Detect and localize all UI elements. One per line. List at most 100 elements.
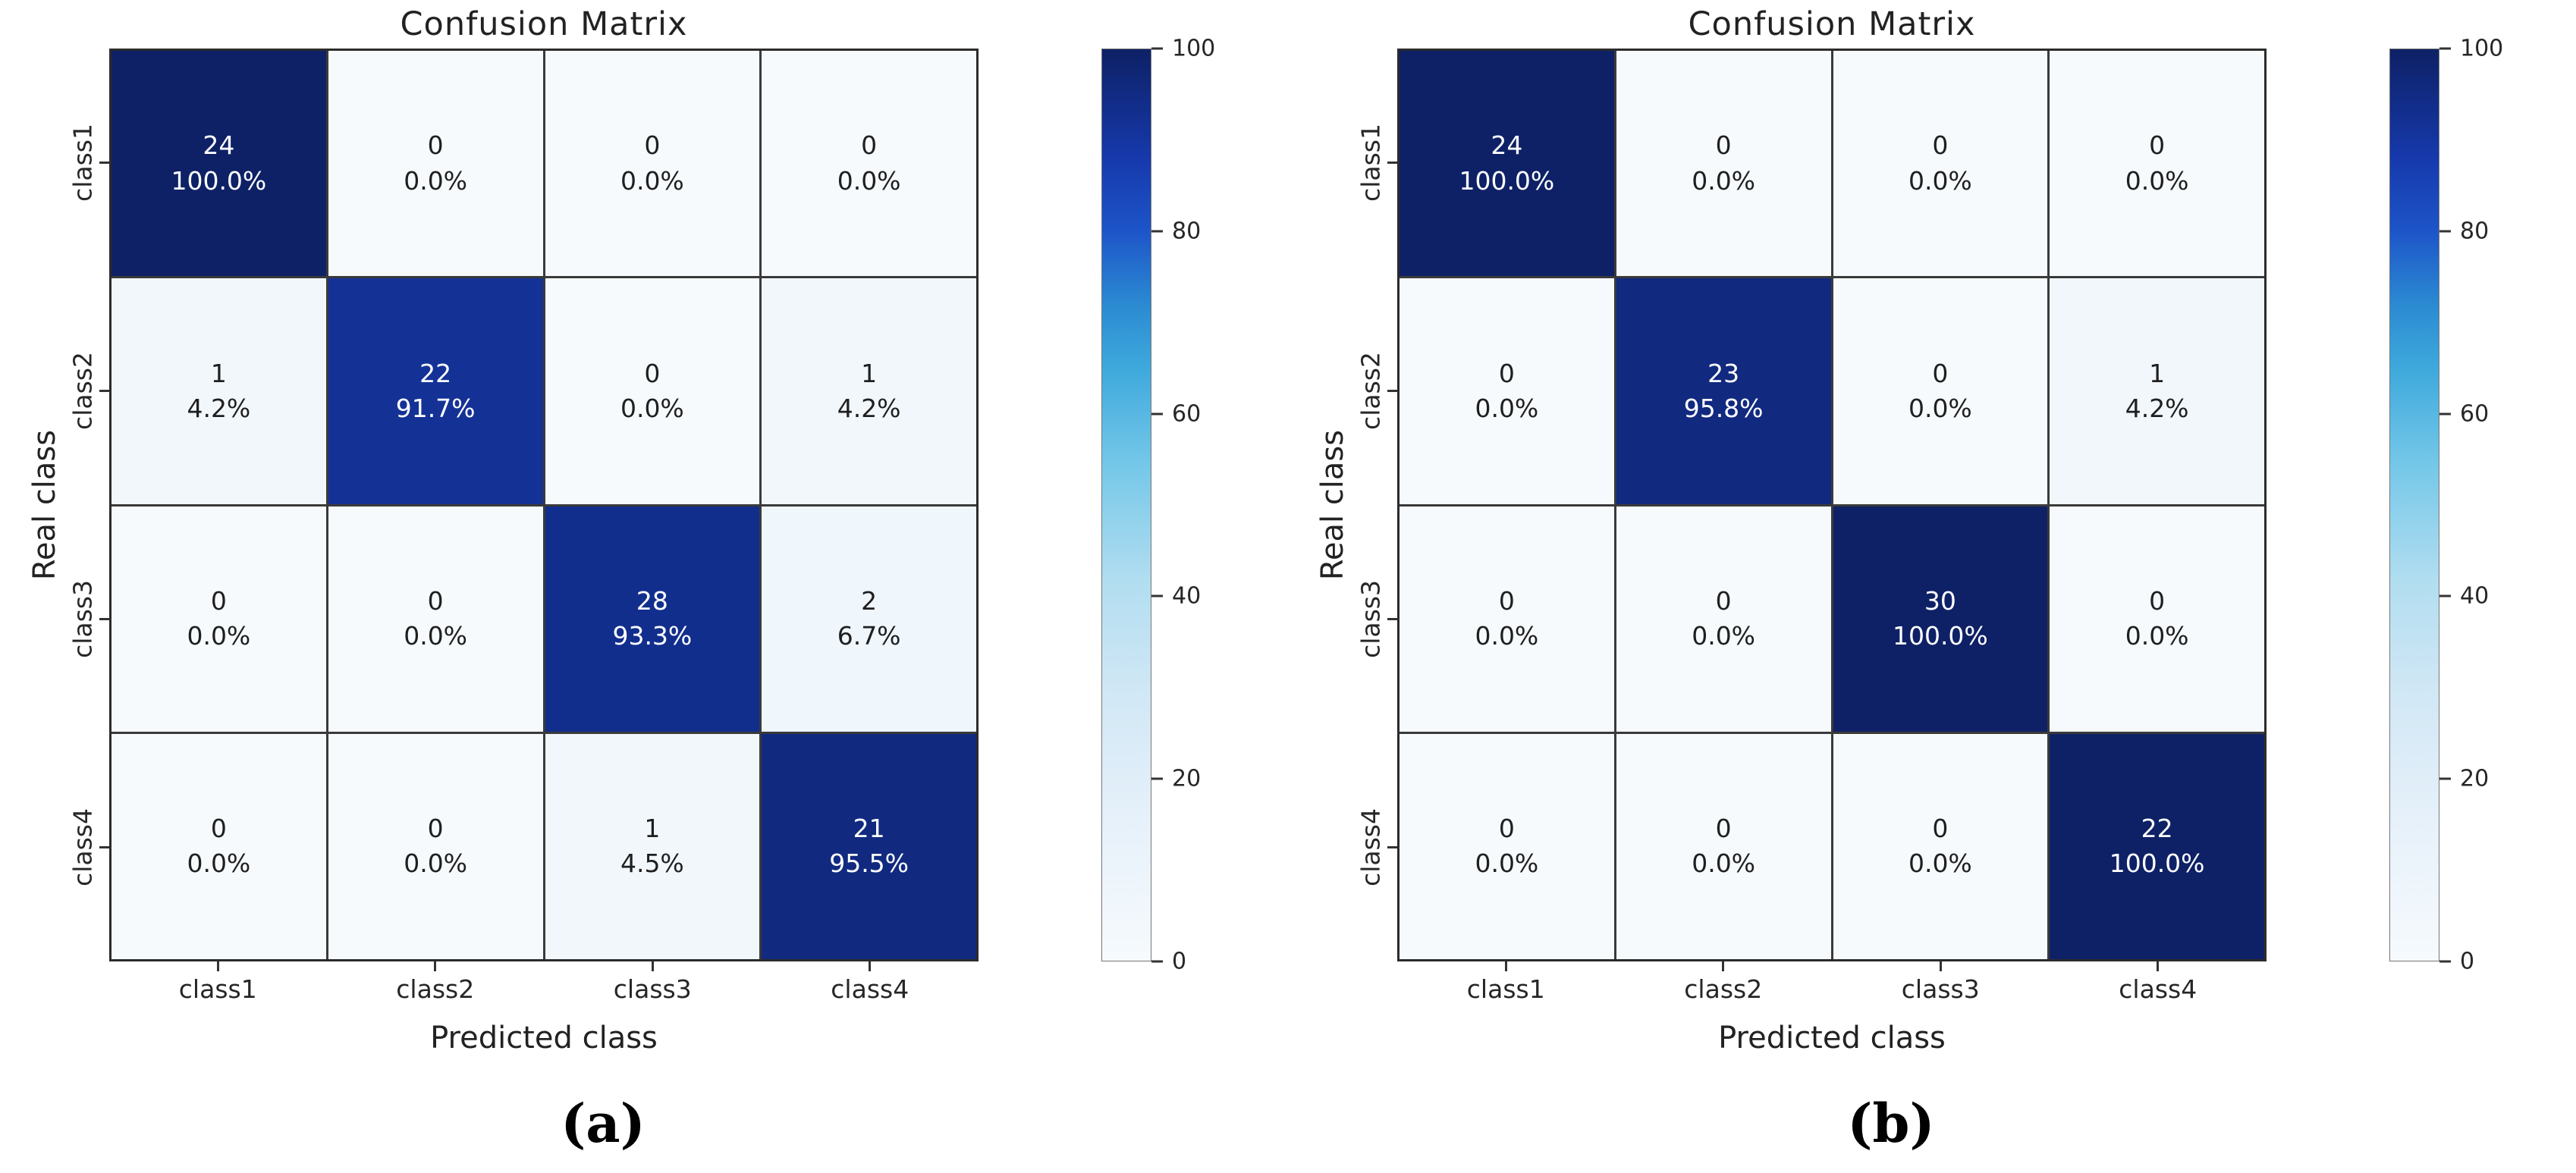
matrix-cell-r2c3: 0 0.0% xyxy=(1833,278,2048,504)
matrix-cell-r3c2: 0 0.0% xyxy=(1616,506,1831,732)
colorbar-tick: 20 xyxy=(1151,766,1201,792)
x-tick-mark xyxy=(869,961,872,971)
y-tick: class3 xyxy=(64,505,109,733)
matrix-cell-r4c2: 0 0.0% xyxy=(1616,733,1831,959)
cell-count: 0 xyxy=(861,130,878,161)
panel-b: Confusion Matrix Real class class1 class2… xyxy=(1288,0,2576,1173)
matrix-cell-r2c2: 23 95.8% xyxy=(1616,278,1831,504)
colorbar-tick-labels: 0 20 40 60 80 100 xyxy=(2439,36,2530,975)
x-tick-label: class1 xyxy=(178,974,257,1004)
x-tick: class1 xyxy=(1397,961,1615,1021)
matrix-cell-r4c4: 21 95.5% xyxy=(762,733,976,959)
colorbar-tick-mark xyxy=(2439,47,2451,50)
colorbar-tick: 0 xyxy=(1151,949,1186,975)
colorbar-tick-label: 60 xyxy=(1172,400,1202,428)
y-tick-mark xyxy=(99,390,109,392)
x-tick: class2 xyxy=(1615,961,1833,1021)
colorbar-tick-label: 0 xyxy=(1172,948,1187,975)
matrix-cell-r2c4: 1 4.2% xyxy=(762,278,976,504)
cell-percent: 95.8% xyxy=(1683,393,1764,423)
cell-count: 1 xyxy=(861,358,878,388)
cell-percent: 0.0% xyxy=(2125,621,2189,651)
y-tick: class2 xyxy=(1352,277,1397,505)
matrix-cell-r3c2: 0 0.0% xyxy=(328,506,543,732)
cell-count: 24 xyxy=(1491,130,1523,161)
matrix-cell-r2c1: 1 4.2% xyxy=(112,278,326,504)
colorbar-tick-label: 40 xyxy=(1172,582,1202,610)
y-tick-labels: class1 class2 class3 class4 xyxy=(64,49,109,961)
cell-count: 0 xyxy=(1932,130,1949,161)
panel-a: Confusion Matrix Real class class1 class2… xyxy=(27,5,1242,1155)
cell-count: 0 xyxy=(210,585,227,616)
cell-percent: 0.0% xyxy=(1908,165,1972,196)
colorbar-tick: 0 xyxy=(2439,949,2474,975)
colorbar-tick: 60 xyxy=(2439,400,2489,427)
cell-count: 0 xyxy=(1498,358,1515,388)
cell-count: 0 xyxy=(644,130,661,161)
matrix-cell-r3c1: 0 0.0% xyxy=(1400,506,1614,732)
y-tick-label: class2 xyxy=(1356,352,1386,430)
colorbar-tick-labels: 0 20 40 60 80 100 xyxy=(1151,36,1242,975)
cell-percent: 4.2% xyxy=(187,393,251,423)
cell-percent: 0.0% xyxy=(1692,165,1756,196)
y-axis-label: Real class xyxy=(27,429,62,581)
cell-percent: 0.0% xyxy=(1692,621,1756,651)
colorbar-tick-label: 20 xyxy=(2460,765,2490,792)
x-tick-mark xyxy=(434,961,437,971)
cell-percent: 0.0% xyxy=(1475,393,1539,423)
colorbar-tick-mark xyxy=(2439,230,2451,233)
x-tick-label: class4 xyxy=(831,974,909,1004)
x-tick-mark xyxy=(1939,961,1942,971)
x-tick-label: class3 xyxy=(1901,974,1980,1004)
cell-count: 0 xyxy=(1932,358,1949,388)
colorbar-tick: 80 xyxy=(1151,218,1201,244)
colorbar-tick-mark xyxy=(1151,777,1163,780)
colorbar-tick-mark xyxy=(1151,594,1163,597)
cell-count: 0 xyxy=(1932,814,1949,844)
cell-percent: 0.0% xyxy=(620,393,684,423)
x-tick-label: class3 xyxy=(613,974,692,1004)
colorbar-tick-mark xyxy=(2439,412,2451,416)
matrix-cell-r2c4: 1 4.2% xyxy=(2050,278,2264,504)
cell-percent: 100.0% xyxy=(171,165,267,196)
cell-count: 0 xyxy=(427,585,444,616)
cell-count: 22 xyxy=(2141,814,2173,844)
cell-percent: 4.2% xyxy=(2125,393,2189,423)
y-tick-mark xyxy=(1387,162,1397,164)
panel-caption-b: (b) xyxy=(1847,1092,1935,1155)
y-tick-label: class1 xyxy=(68,124,98,202)
y-tick-mark xyxy=(1387,390,1397,392)
matrix-cell-r4c1: 0 0.0% xyxy=(1400,733,1614,959)
y-tick-mark xyxy=(1387,846,1397,848)
heatmap-matrix: 24 100.0% 0 0.0% 0 0.0% 0 0.0% 0 0.0% 23 95.8% 0 0.0%… xyxy=(1397,49,2267,961)
cell-percent: 100.0% xyxy=(1892,621,1988,651)
colorbar-tick: 80 xyxy=(2439,218,2489,244)
colorbar-cell xyxy=(1101,49,1151,961)
cell-percent: 0.0% xyxy=(620,165,684,196)
matrix-cell-r3c1: 0 0.0% xyxy=(112,506,326,732)
y-tick-mark xyxy=(99,846,109,848)
y-tick: class3 xyxy=(1352,505,1397,733)
colorbar-tick: 100 xyxy=(1151,36,1215,62)
colorbar-tick-label: 20 xyxy=(1172,765,1202,792)
y-tick-label: class2 xyxy=(68,352,98,430)
matrix-cell-r1c4: 0 0.0% xyxy=(2050,51,2264,277)
cell-count: 1 xyxy=(2149,358,2166,388)
cell-count: 23 xyxy=(1707,358,1740,388)
panel-caption-a: (a) xyxy=(561,1092,646,1155)
x-tick-label: class2 xyxy=(396,974,475,1004)
colorbar-tick: 40 xyxy=(1151,583,1201,610)
colorbar-tick: 100 xyxy=(2439,36,2503,62)
cell-count: 0 xyxy=(1498,814,1515,844)
cell-percent: 100.0% xyxy=(1459,165,1555,196)
cell-percent: 0.0% xyxy=(1475,621,1539,651)
cell-percent: 0.0% xyxy=(404,165,468,196)
x-tick-mark xyxy=(216,961,219,971)
x-tick-labels: class1 class2 class3 class4 xyxy=(1397,961,2267,1021)
y-tick: class2 xyxy=(64,277,109,505)
matrix-cell-r3c4: 0 0.0% xyxy=(2050,506,2264,732)
x-tick: class4 xyxy=(2050,961,2267,1021)
cell-percent: 100.0% xyxy=(2109,848,2205,879)
cell-count: 0 xyxy=(1715,585,1732,616)
